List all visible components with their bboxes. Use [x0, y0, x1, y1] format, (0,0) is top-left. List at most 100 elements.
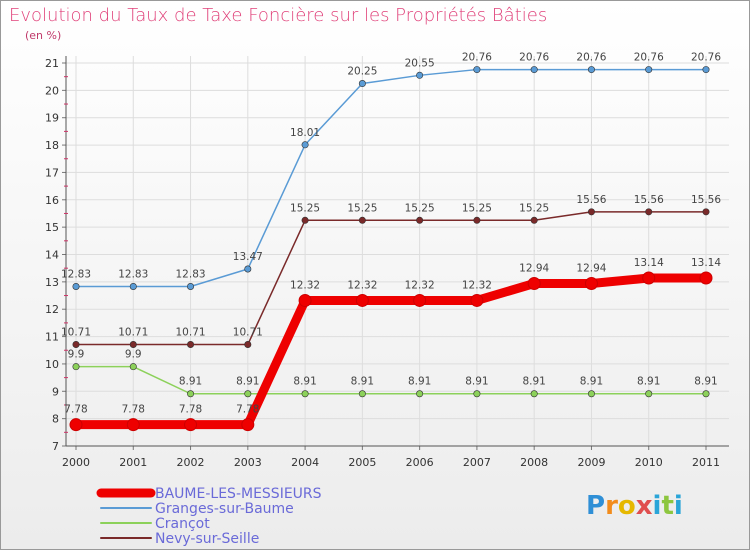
x-tick-label: 2008 — [520, 456, 548, 469]
x-tick-label: 2011 — [692, 456, 720, 469]
data-label: 15.25 — [405, 202, 435, 214]
x-tick-label: 2003 — [234, 456, 262, 469]
x-tick-label: 2006 — [406, 456, 434, 469]
y-tick-label: 8 — [52, 413, 59, 426]
data-point — [301, 141, 309, 149]
data-label: 12.32 — [405, 279, 435, 291]
data-label: 9.9 — [125, 349, 142, 361]
logo-letter: x — [635, 491, 653, 521]
data-label: 15.25 — [462, 202, 492, 214]
data-point — [72, 363, 80, 371]
chart-title: Evolution du Taux de Taxe Foncière sur l… — [9, 5, 548, 26]
data-point — [187, 283, 195, 291]
data-label: 10.71 — [118, 327, 148, 339]
data-label: 8.91 — [236, 376, 259, 388]
data-label: 7.78 — [64, 404, 87, 416]
data-point — [358, 390, 366, 398]
data-label: 15.25 — [290, 202, 320, 214]
data-point — [702, 390, 710, 398]
legend-label-1: Granges-sur-Baume — [155, 501, 294, 517]
data-point — [530, 66, 538, 74]
data-label: 20.76 — [462, 52, 492, 64]
x-tick-label: 2001 — [119, 456, 147, 469]
data-label: 12.94 — [576, 262, 606, 274]
legend-label-2: Crançot — [155, 516, 210, 532]
data-label: 20.76 — [634, 52, 664, 64]
data-point — [358, 80, 366, 88]
data-point — [72, 283, 80, 291]
data-point — [241, 418, 255, 432]
data-label: 7.78 — [179, 404, 202, 416]
data-label: 13.14 — [691, 257, 721, 269]
data-point — [416, 71, 424, 79]
x-tick-label: 2000 — [62, 456, 90, 469]
data-label: 15.56 — [634, 194, 664, 206]
data-point — [530, 216, 538, 224]
data-point — [301, 216, 309, 224]
data-point — [301, 390, 309, 398]
legend-label-3: Nevy-sur-Seille — [155, 531, 259, 547]
data-point — [642, 271, 656, 285]
x-tick-label: 2007 — [463, 456, 491, 469]
x-tick-label: 2002 — [177, 456, 205, 469]
logo-letter: o — [617, 491, 636, 521]
data-point — [358, 216, 366, 224]
data-point — [702, 208, 710, 216]
data-label: 12.32 — [347, 279, 377, 291]
data-label: 8.91 — [522, 376, 545, 388]
data-label: 8.91 — [179, 376, 202, 388]
y-tick-label: 19 — [45, 112, 59, 125]
y-tick-label: 15 — [45, 221, 59, 234]
data-point — [645, 66, 653, 74]
data-point — [530, 390, 538, 398]
legend-label-0: BAUME-LES-MESSIEURS — [155, 486, 322, 502]
y-tick-label: 7 — [52, 440, 59, 453]
proxiti-logo: Proxiti — [586, 491, 683, 521]
data-label: 12.83 — [176, 269, 206, 281]
data-label: 7.78 — [236, 404, 259, 416]
y-tick-label: 21 — [45, 57, 59, 70]
data-point — [416, 216, 424, 224]
y-tick-label: 11 — [45, 331, 59, 344]
series-line-0 — [71, 273, 711, 430]
data-label: 13.47 — [233, 251, 263, 263]
data-label: 8.91 — [351, 376, 374, 388]
data-point — [587, 390, 595, 398]
data-point — [413, 293, 427, 307]
logo-letter: r — [605, 491, 618, 521]
data-point — [355, 293, 369, 307]
data-point — [69, 418, 83, 432]
data-label: 12.83 — [61, 269, 91, 281]
y-tick-label: 12 — [45, 303, 59, 316]
data-point — [72, 341, 80, 349]
data-point — [584, 276, 598, 290]
data-label: 15.56 — [691, 194, 721, 206]
logo-letter: P — [586, 491, 606, 521]
series-line-2 — [75, 365, 707, 395]
y-unit-label: (en %) — [25, 29, 62, 42]
data-label: 10.71 — [61, 327, 91, 339]
data-point — [129, 341, 137, 349]
data-label: 12.32 — [462, 279, 492, 291]
y-tick-label: 13 — [45, 276, 59, 289]
data-label: 20.25 — [347, 66, 377, 78]
data-label: 15.25 — [519, 202, 549, 214]
y-tick-label: 17 — [45, 166, 59, 179]
series-line-1 — [75, 68, 707, 288]
logo-letter: t — [661, 491, 674, 521]
data-label: 13.14 — [634, 257, 664, 269]
y-tick-label: 16 — [45, 194, 59, 207]
data-label: 8.91 — [637, 376, 660, 388]
data-label: 20.55 — [405, 57, 435, 69]
data-point — [473, 390, 481, 398]
data-point — [470, 293, 484, 307]
data-point — [244, 341, 252, 349]
data-point — [527, 276, 541, 290]
data-point — [129, 283, 137, 291]
y-tick-label: 10 — [45, 358, 59, 371]
data-label: 12.94 — [519, 262, 549, 274]
data-point — [187, 341, 195, 349]
data-label: 20.76 — [576, 52, 606, 64]
data-label: 20.76 — [519, 52, 549, 64]
